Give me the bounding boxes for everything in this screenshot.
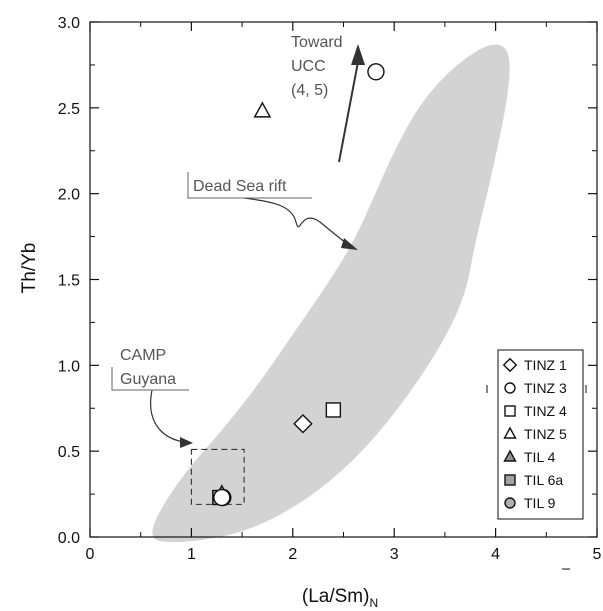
x-tick-label: 2	[288, 546, 297, 563]
x-axis-title: (La/Sm)N	[302, 586, 378, 610]
y-tick-label: 2.0	[58, 187, 80, 204]
dead-sea-rift-callout: Dead Sea rift	[187, 172, 312, 199]
x-axis-title-subscript: N	[369, 596, 378, 610]
legend-label-tinz-5: TINZ 5	[524, 426, 567, 442]
dead-sea-rift-field	[152, 44, 510, 543]
legend-marker-tinz-5	[503, 426, 517, 439]
legend-marker-tinz-1	[502, 357, 518, 373]
stray-marks	[486, 385, 587, 570]
dead-sea-rift-label: Dead Sea rift	[193, 178, 287, 195]
y-axis-title: Th/Yb	[19, 243, 40, 294]
legend-label-til-4: TIL 4	[524, 449, 556, 465]
legend-marker-tinz-3	[504, 382, 516, 394]
point-tinz-3	[213, 488, 231, 507]
dead-sea-rift-arrow	[243, 197, 358, 250]
y-tick-label: 3.0	[58, 15, 80, 32]
data-points	[212, 63, 385, 507]
legend-label-tinz-4: TINZ 4	[524, 403, 567, 419]
legend-marker-tinz-4	[504, 405, 516, 417]
camp-label-line-2: Guyana	[120, 371, 176, 388]
y-tick-label: 2.5	[58, 101, 80, 118]
x-axis-title-main: (La/Sm)	[302, 586, 370, 607]
legend-label-til-6a: TIL 6a	[524, 472, 563, 488]
ucc-arrow	[338, 44, 365, 163]
legend-marker-til-9	[504, 497, 516, 509]
y-tick-label: 1.0	[58, 358, 80, 375]
point-tinz-4	[325, 402, 342, 418]
x-tick-label: 5	[593, 546, 602, 563]
point-tinz-3	[367, 63, 385, 81]
ucc-annotation: Toward UCC (4, 5)	[291, 34, 343, 99]
x-tick-label: 0	[86, 546, 95, 563]
axis-ticks: 0 1 2 3 4 5 0.0 0.5 1.0 1.5 2.0 2.5 3.0	[58, 15, 602, 563]
ucc-label-line-2: UCC	[291, 58, 326, 75]
ucc-label-line-3: (4, 5)	[291, 82, 328, 99]
camp-guyana-callout: CAMP Guyana	[111, 347, 189, 391]
legend-marker-til-4	[503, 449, 517, 462]
y-tick-label: 0.5	[58, 444, 80, 461]
legend: TINZ 1 TINZ 3 TINZ 4 TINZ 5 TIL 4 TIL 6a TIL 9	[497, 349, 584, 520]
camp-guyana-arrow	[150, 389, 193, 448]
ucc-label-line-1: Toward	[291, 34, 343, 51]
y-tick-label: 1.5	[58, 273, 80, 290]
x-tick-label: 3	[390, 546, 399, 563]
legend-label-til-9: TIL 9	[524, 495, 556, 511]
legend-label-tinz-3: TINZ 3	[524, 380, 567, 396]
y-tick-label: 0.0	[58, 530, 80, 547]
legend-marker-til-6a	[504, 474, 516, 486]
legend-label-tinz-1: TINZ 1	[524, 357, 567, 373]
point-tinz-5	[253, 101, 272, 118]
x-tick-label: 1	[187, 546, 196, 563]
point-tinz-1	[293, 413, 313, 434]
x-tick-label: 4	[491, 546, 500, 563]
camp-label-line-1: CAMP	[120, 347, 166, 364]
